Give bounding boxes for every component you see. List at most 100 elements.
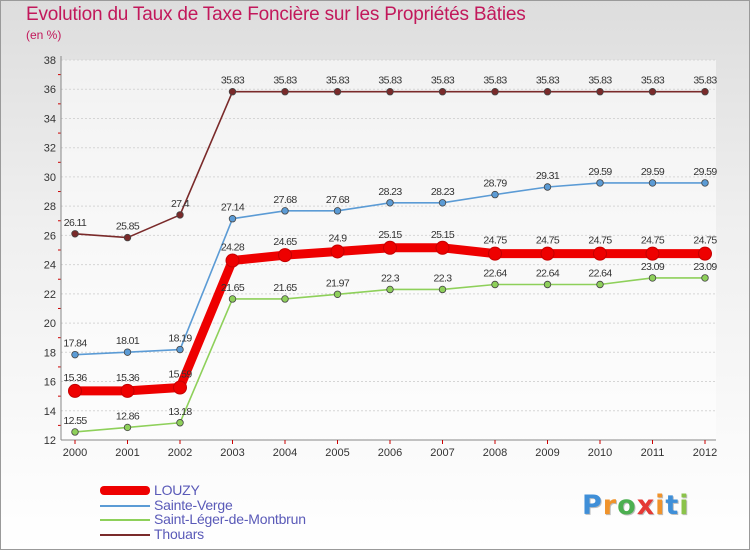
data-label: 25.15 [378,229,402,241]
logo-letter: x [636,490,656,521]
data-point [120,383,135,398]
data-label: 27.68 [326,194,350,206]
y-tick-label: 30 [44,172,56,184]
data-label: 28.23 [378,186,402,198]
legend-label-thouars: Thouars [154,525,204,542]
data-point [386,88,394,96]
y-tick-label: 12 [44,435,56,447]
data-point [176,211,184,219]
logo-letter: i [679,490,690,521]
data-label: 25.15 [431,229,455,241]
data-point [593,246,607,261]
data-point [228,215,237,223]
data-point [596,280,604,289]
data-label: 35.83 [536,75,560,87]
data-point [281,295,289,303]
data-point [648,179,657,187]
data-point [648,88,657,96]
data-point [701,179,709,187]
data-label: 35.83 [588,75,612,87]
data-point [71,428,79,436]
data-label: 24.75 [483,235,507,247]
x-tick-label: 2008 [483,447,507,459]
data-label: 22.64 [483,267,507,279]
data-label: 21.65 [221,282,245,294]
data-point [648,274,657,282]
data-point [123,233,132,242]
data-point [68,383,82,398]
proxiti-logo: Proxiti [582,490,690,521]
logo-letter: o [617,490,637,521]
data-point [330,244,345,259]
data-label: 18.19 [168,333,192,345]
data-point [228,88,237,96]
data-point [543,88,552,96]
data-point [596,88,604,96]
data-point [383,240,397,255]
data-point [228,295,237,303]
data-point [71,230,79,238]
legend-swatch-louzy [100,486,150,495]
data-label: 29.31 [536,170,560,182]
data-label: 25.85 [116,221,140,233]
x-tick-label: 2002 [168,447,192,459]
data-label: 13.18 [168,406,192,418]
data-label: 21.65 [273,282,297,294]
y-tick-label: 24 [44,260,56,272]
data-point [176,345,184,354]
data-point [438,285,447,294]
x-tick-label: 2004 [273,447,297,459]
data-point [596,179,604,187]
data-label: 27.4 [171,198,190,210]
logo-letter: P [582,490,603,521]
data-point [123,348,132,356]
data-label: 28.79 [483,178,507,190]
data-label: 24.28 [221,242,245,254]
legend-label-sainte-verge: Sainte-Verge [154,496,233,513]
legend-swatch-thouars [100,533,150,536]
x-tick-label: 2006 [378,447,402,459]
logo-letter: t [665,490,680,521]
data-label: 12.55 [63,415,87,427]
axes: 12 14 16 18 20 22 24 26 28 30 32 34 36 38 2000 2001 2002… [44,55,717,459]
data-point [386,199,394,207]
x-tick-label: 2011 [641,447,665,459]
data-point [176,419,184,427]
data-point [543,183,552,191]
unit-label: (en %) [26,28,62,42]
data-label: 29.59 [641,166,665,178]
data-label: 35.83 [378,75,402,87]
x-tick-label: 2005 [325,447,349,459]
data-label: 22.64 [536,267,560,279]
data-label: 22.64 [588,267,612,279]
x-tick-label: 2007 [430,447,454,459]
legend-label-louzy: LOUZY [154,482,200,498]
x-tick-label: 2012 [693,447,717,459]
y-tick-label: 26 [44,230,56,242]
data-label: 23.09 [693,261,717,273]
data-label: 23.09 [641,261,665,273]
y-tick-label: 20 [44,318,56,330]
data-label: 35.83 [221,75,245,87]
y-tick-label: 14 [44,406,56,418]
logo-letter: i [655,490,666,521]
y-tick-label: 18 [44,347,56,359]
data-point [333,88,342,96]
y-tick-label: 28 [44,201,56,213]
x-tick-label: 2010 [588,447,612,459]
x-tick-label: 2009 [535,447,559,459]
data-label: 15.36 [63,372,87,384]
data-point [281,207,289,215]
data-label: 12.86 [116,410,140,422]
data-label: 26.11 [64,217,87,229]
data-point [698,246,712,261]
data-label: 18.01 [116,335,140,347]
data-point [543,280,552,289]
data-label: 15.59 [168,369,192,381]
data-label: 22.3 [381,272,400,284]
data-point [438,88,447,96]
y-tick-label: 22 [44,289,56,301]
data-label: 17.84 [63,338,87,350]
data-label: 28.23 [431,186,455,198]
y-tick-label: 36 [44,84,56,96]
